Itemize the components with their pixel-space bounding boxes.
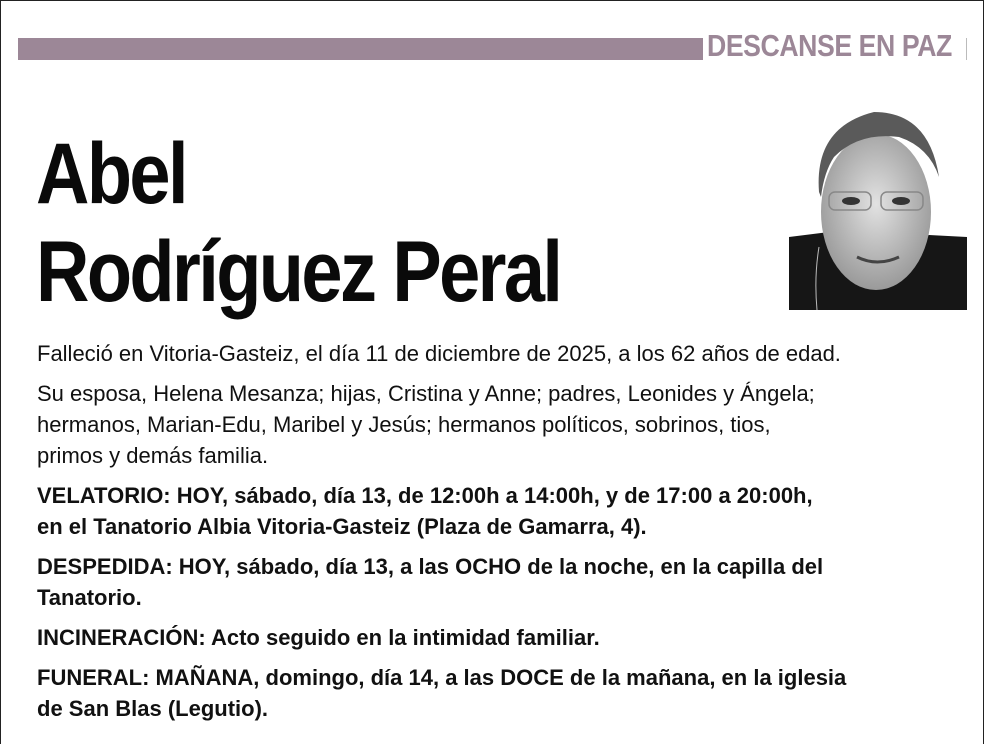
text-line: primos y demás familia. — [37, 443, 269, 468]
text-line: hermanos, Marian-Edu, Maribel y Jesús; h… — [37, 412, 771, 437]
death-notice: Falleció en Vitoria-Gasteiz, el día 11 d… — [37, 338, 967, 369]
obituary-body: Falleció en Vitoria-Gasteiz, el día 11 d… — [37, 338, 967, 733]
text-line: FUNERAL: MAÑANA, domingo, día 14, a las … — [37, 665, 847, 690]
header-divider — [966, 38, 967, 60]
despedida-info: DESPEDIDA: HOY, sábado, día 13, a las OC… — [37, 551, 967, 613]
section-title: DESCANSE EN PAZ — [707, 28, 952, 63]
portrait-photo — [789, 107, 967, 310]
text-line: INCINERACIÓN: Acto seguido en la intimid… — [37, 625, 600, 650]
family-list: Su esposa, Helena Mesanza; hijas, Cristi… — [37, 378, 967, 471]
incineracion-info: INCINERACIÓN: Acto seguido en la intimid… — [37, 622, 967, 653]
text-line: DESPEDIDA: HOY, sábado, día 13, a las OC… — [37, 554, 824, 579]
header-bar — [18, 38, 703, 60]
text-line: Su esposa, Helena Mesanza; hijas, Cristi… — [37, 381, 815, 406]
funeral-info: FUNERAL: MAÑANA, domingo, día 14, a las … — [37, 662, 967, 724]
text-line: de San Blas (Legutio). — [37, 696, 269, 721]
velatorio-info: VELATORIO: HOY, sábado, día 13, de 12:00… — [37, 480, 967, 542]
text-line: en el Tanatorio Albia Vitoria-Gasteiz (P… — [37, 514, 647, 539]
deceased-first-name: Abel — [36, 126, 189, 222]
text-line: VELATORIO: HOY, sábado, día 13, de 12:00… — [37, 483, 813, 508]
deceased-surnames: Rodríguez Peral — [36, 224, 563, 320]
text-line: Tanatorio. — [37, 585, 142, 610]
text-line: Falleció en Vitoria-Gasteiz, el día 11 d… — [37, 341, 841, 366]
